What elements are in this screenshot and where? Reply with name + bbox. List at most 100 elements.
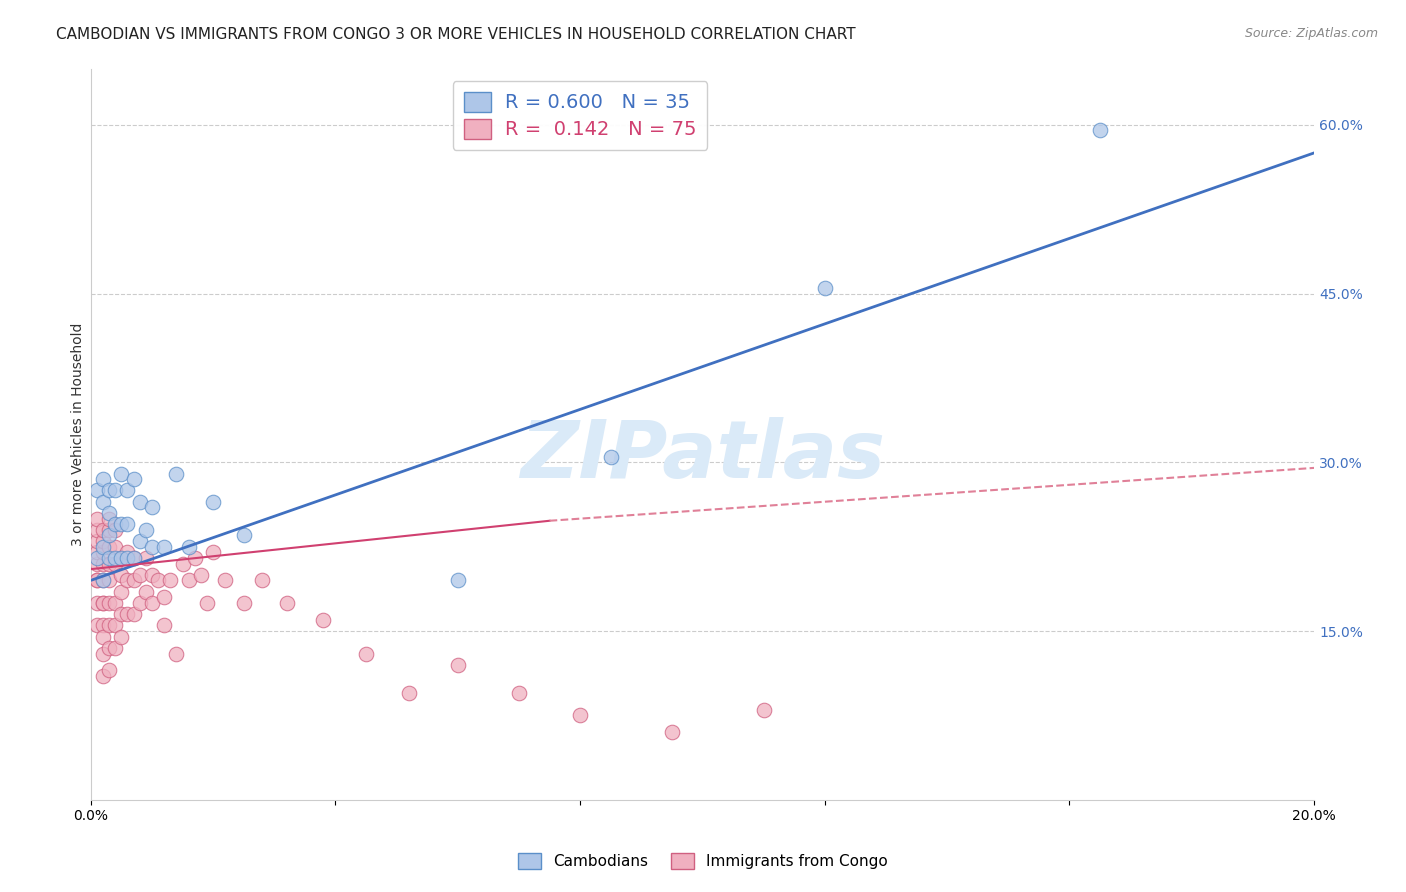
Point	[86, 483, 108, 498]
Point	[98, 557, 121, 571]
Point	[172, 557, 194, 571]
Point	[86, 511, 108, 525]
Point	[177, 574, 200, 588]
Point	[122, 550, 145, 565]
Point	[165, 647, 187, 661]
Point	[91, 669, 114, 683]
Point	[117, 607, 139, 621]
Point	[98, 540, 121, 554]
Point	[128, 534, 150, 549]
Legend: Cambodians, Immigrants from Congo: Cambodians, Immigrants from Congo	[512, 847, 894, 875]
Point	[122, 574, 145, 588]
Legend: R = 0.600   N = 35, R =  0.142   N = 75: R = 0.600 N = 35, R = 0.142 N = 75	[453, 81, 707, 150]
Text: ZIPatlas: ZIPatlas	[520, 417, 884, 495]
Point	[599, 450, 621, 464]
Point	[98, 511, 121, 525]
Point	[91, 557, 114, 571]
Point	[104, 550, 127, 565]
Point	[104, 618, 127, 632]
Point	[398, 686, 420, 700]
Point	[354, 647, 377, 661]
Point	[110, 630, 132, 644]
Point	[104, 523, 127, 537]
Point	[232, 596, 254, 610]
Point	[135, 584, 157, 599]
Point	[447, 657, 470, 672]
Point	[122, 550, 145, 565]
Point	[153, 591, 176, 605]
Point	[117, 517, 139, 532]
Point	[214, 574, 236, 588]
Point	[98, 640, 121, 655]
Point	[122, 472, 145, 486]
Point	[569, 708, 592, 723]
Point	[91, 523, 114, 537]
Point	[91, 534, 114, 549]
Point	[141, 567, 163, 582]
Point	[661, 725, 683, 739]
Point	[98, 596, 121, 610]
Point	[86, 550, 108, 565]
Point	[98, 664, 121, 678]
Point	[202, 545, 225, 559]
Point	[110, 567, 132, 582]
Point	[1088, 123, 1111, 137]
Point	[752, 703, 775, 717]
Point	[250, 574, 273, 588]
Point	[110, 607, 132, 621]
Point	[141, 540, 163, 554]
Point	[232, 528, 254, 542]
Point	[104, 517, 127, 532]
Point	[135, 523, 157, 537]
Point	[110, 550, 132, 565]
Point	[91, 647, 114, 661]
Text: Source: ZipAtlas.com: Source: ZipAtlas.com	[1244, 27, 1378, 40]
Point	[814, 281, 837, 295]
Point	[447, 574, 470, 588]
Point	[153, 618, 176, 632]
Point	[86, 574, 108, 588]
Point	[98, 550, 121, 565]
Point	[202, 494, 225, 508]
Point	[86, 523, 108, 537]
Point	[159, 574, 181, 588]
Point	[141, 500, 163, 515]
Point	[128, 596, 150, 610]
Point	[146, 574, 169, 588]
Point	[98, 574, 121, 588]
Point	[98, 506, 121, 520]
Point	[117, 545, 139, 559]
Point	[128, 494, 150, 508]
Point	[117, 550, 139, 565]
Point	[110, 517, 132, 532]
Point	[508, 686, 530, 700]
Point	[91, 618, 114, 632]
Point	[91, 596, 114, 610]
Point	[117, 574, 139, 588]
Point	[91, 494, 114, 508]
Point	[135, 550, 157, 565]
Point	[128, 567, 150, 582]
Point	[104, 557, 127, 571]
Point	[110, 467, 132, 481]
Point	[104, 483, 127, 498]
Point	[91, 596, 114, 610]
Point	[98, 523, 121, 537]
Point	[91, 472, 114, 486]
Point	[110, 584, 132, 599]
Point	[86, 574, 108, 588]
Point	[91, 574, 114, 588]
Point	[91, 574, 114, 588]
Y-axis label: 3 or more Vehicles in Household: 3 or more Vehicles in Household	[72, 322, 86, 546]
Point	[165, 467, 187, 481]
Point	[184, 550, 207, 565]
Point	[312, 613, 335, 627]
Point	[104, 640, 127, 655]
Point	[98, 483, 121, 498]
Point	[98, 618, 121, 632]
Point	[86, 534, 108, 549]
Point	[104, 596, 127, 610]
Point	[177, 540, 200, 554]
Point	[86, 557, 108, 571]
Text: CAMBODIAN VS IMMIGRANTS FROM CONGO 3 OR MORE VEHICLES IN HOUSEHOLD CORRELATION C: CAMBODIAN VS IMMIGRANTS FROM CONGO 3 OR …	[56, 27, 856, 42]
